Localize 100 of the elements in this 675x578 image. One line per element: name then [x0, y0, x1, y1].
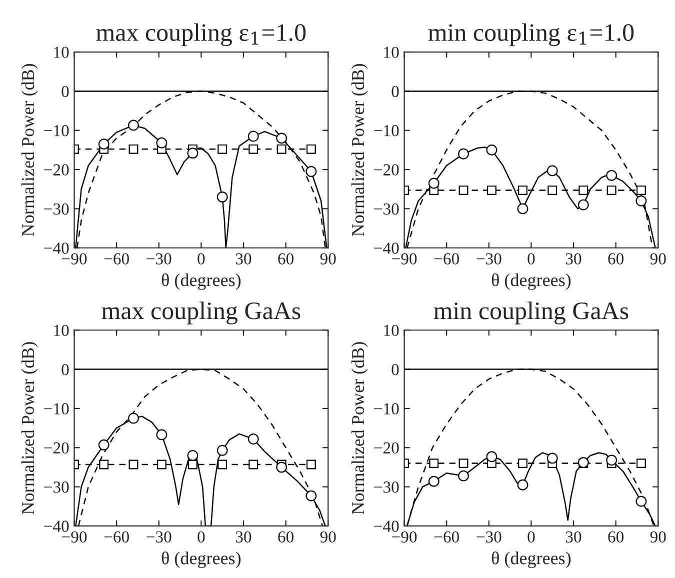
x-tick-label: 0 [198, 531, 205, 543]
chart-title: max coupling ε$_{1}$=1.0 [96, 23, 306, 46]
point [306, 166, 317, 177]
x-tick-label: −30 [476, 531, 502, 543]
y-tick-label: −10 [374, 125, 399, 136]
x-tick-label: 60 [608, 531, 624, 543]
point [128, 460, 138, 470]
point [98, 138, 110, 150]
y-axis-title: Normalized Power (dB) [21, 64, 38, 236]
x-tick-label: 60 [608, 253, 624, 264]
y-tick-label: 10 [384, 324, 399, 336]
x-tick-label: 0 [528, 253, 535, 264]
y-tick-label: 10 [384, 46, 399, 58]
x-tick-label: −90 [62, 531, 87, 543]
y-tick-label: −10 [44, 403, 69, 414]
point [156, 137, 168, 148]
point [156, 460, 166, 470]
x-tick-label: −60 [104, 253, 129, 264]
x-axis-title: θ (degrees) [162, 273, 241, 290]
point [486, 186, 496, 196]
point [156, 429, 168, 440]
x-tick-label: 90 [320, 253, 336, 264]
y-tick-label: −30 [374, 203, 399, 215]
x-axis-title: θ (degrees) [492, 273, 571, 290]
point [518, 458, 528, 468]
point [276, 144, 286, 154]
point [428, 178, 440, 189]
point [458, 470, 469, 482]
x-tick-label: −30 [476, 253, 502, 264]
point [216, 191, 228, 202]
y-tick-label: −30 [44, 482, 69, 493]
y-tick-label: 0 [62, 86, 69, 98]
point [187, 450, 198, 461]
y-tick-label: 0 [392, 86, 399, 98]
point [546, 165, 558, 176]
point [216, 444, 228, 456]
point [187, 148, 198, 159]
x-tick-label: 90 [320, 531, 336, 543]
x-axis-title: θ (degrees) [492, 552, 571, 568]
point [218, 460, 228, 470]
y-tick-label: −10 [44, 125, 69, 136]
x-tick-label: 90 [650, 253, 666, 264]
point [548, 186, 558, 196]
x-tick-label: 30 [236, 253, 252, 264]
x-tick-label: 0 [198, 253, 205, 264]
x-tick-label: −90 [392, 531, 417, 543]
x-tick-label: 60 [278, 531, 294, 543]
point [248, 434, 259, 444]
point [517, 479, 528, 490]
point [636, 458, 646, 468]
point [306, 460, 316, 470]
chart-title: min coupling GaAs [434, 302, 628, 324]
chart-title: min coupling ε$_{1}$=1.0 [428, 23, 634, 46]
y-tick-label: 10 [54, 324, 69, 336]
y-tick-label: −20 [374, 442, 399, 454]
point [606, 170, 618, 181]
point [306, 144, 316, 154]
point [458, 186, 468, 196]
y-tick-label: −40 [374, 520, 399, 532]
x-tick-label: 30 [566, 531, 582, 543]
point [128, 144, 138, 154]
point [636, 496, 647, 507]
y-tick-label: 0 [62, 364, 69, 376]
point [517, 203, 528, 214]
point [218, 144, 228, 154]
point [429, 458, 439, 468]
x-tick-label: −60 [434, 253, 459, 264]
point [486, 144, 498, 156]
point [98, 439, 110, 450]
point [546, 452, 558, 464]
point [248, 144, 258, 154]
point [486, 451, 498, 462]
x-tick-label: 30 [566, 253, 582, 264]
point [276, 132, 288, 144]
point [99, 460, 109, 470]
point [578, 199, 589, 210]
point [428, 476, 440, 487]
point [518, 186, 528, 196]
x-tick-label: −60 [434, 531, 459, 543]
y-tick-label: −40 [374, 242, 399, 254]
point [248, 460, 258, 470]
point [276, 462, 288, 473]
point [458, 458, 468, 468]
y-tick-label: −40 [44, 242, 69, 254]
point [636, 195, 647, 206]
point [128, 120, 139, 131]
x-tick-label: −60 [104, 531, 129, 543]
x-tick-label: 90 [650, 531, 666, 543]
y-tick-label: −20 [374, 164, 399, 176]
x-tick-label: 30 [236, 531, 252, 543]
point [636, 186, 646, 196]
point [188, 460, 198, 470]
x-tick-label: −30 [146, 531, 172, 543]
x-tick-label: −90 [62, 253, 87, 264]
point [248, 130, 259, 142]
x-axis-title: θ (degrees) [162, 552, 241, 568]
y-tick-label: 0 [392, 364, 399, 376]
y-tick-label: −40 [44, 520, 69, 532]
x-tick-label: −30 [146, 253, 172, 264]
point [578, 186, 588, 196]
